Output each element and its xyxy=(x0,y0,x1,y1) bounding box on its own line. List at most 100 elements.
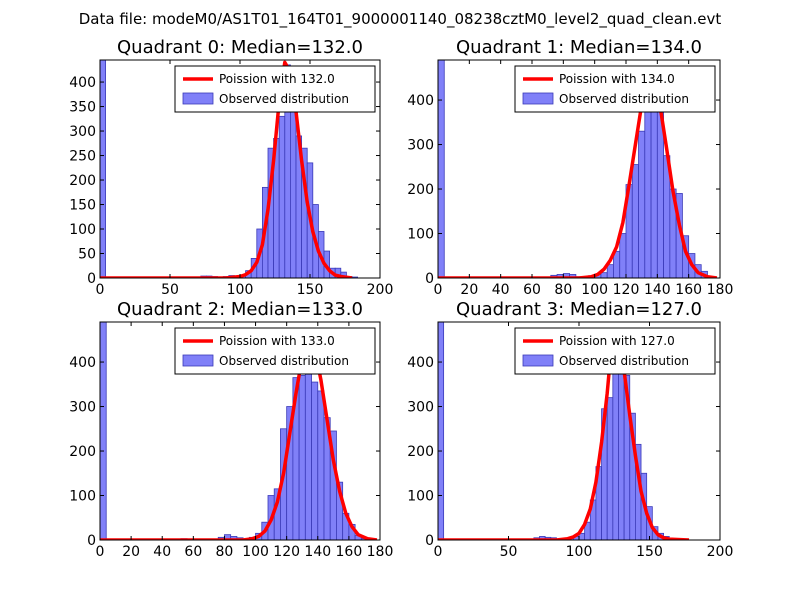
y-tick-label: 200 xyxy=(69,444,96,460)
y-tick-label: 300 xyxy=(69,400,96,416)
histogram-bar xyxy=(618,361,625,540)
x-tick-label: 0 xyxy=(434,544,443,560)
x-tick-label: 100 xyxy=(581,282,608,298)
y-tick-label: 400 xyxy=(69,75,96,91)
quadrant-3-title: Quadrant 3: Median=127.0 xyxy=(456,299,702,320)
quadrant-3-legend: Poission with 127.0 Observed distribution xyxy=(514,327,716,375)
y-tick-label: 300 xyxy=(407,400,434,416)
quadrant-0-title: Quadrant 0: Median=132.0 xyxy=(117,37,363,58)
x-tick-label: 150 xyxy=(297,282,324,298)
legend-bar-swatch xyxy=(182,92,214,105)
quadrant-1-title: Quadrant 1: Median=134.0 xyxy=(456,37,702,58)
x-tick-label: 140 xyxy=(304,544,331,560)
quadrant-1-legend: Poission with 134.0 Observed distribution xyxy=(514,65,716,113)
x-tick-label: 100 xyxy=(242,544,269,560)
histogram-bar xyxy=(606,397,614,540)
x-tick-label: 40 xyxy=(492,282,510,298)
histogram-bar xyxy=(311,381,319,540)
y-tick-label: 200 xyxy=(69,173,96,189)
y-tick-label: 0 xyxy=(425,533,434,549)
x-tick-label: 100 xyxy=(566,544,593,560)
x-tick-label: 0 xyxy=(96,282,105,298)
histogram-bar xyxy=(638,130,646,278)
x-tick-label: 80 xyxy=(554,282,572,298)
x-tick-label: 200 xyxy=(367,282,394,298)
x-tick-label: 0 xyxy=(434,282,443,298)
quadrant-2-legend: Poission with 133.0 Observed distribution xyxy=(174,327,376,375)
x-tick-label: 200 xyxy=(707,544,734,560)
x-tick-label: 160 xyxy=(336,544,363,560)
x-tick-label: 0 xyxy=(96,544,105,560)
x-tick-label: 180 xyxy=(367,544,394,560)
legend-label-poisson: Poission with 132.0 xyxy=(219,72,335,86)
x-tick-label: 20 xyxy=(460,282,478,298)
legend-bar-swatch xyxy=(522,354,554,367)
x-tick-label: 40 xyxy=(153,544,171,560)
histogram-bar xyxy=(438,60,445,278)
x-tick-label: 160 xyxy=(675,282,702,298)
histogram-bar xyxy=(619,233,627,278)
x-tick-label: 20 xyxy=(122,544,140,560)
y-tick-label: 200 xyxy=(407,182,434,198)
y-tick-label: 100 xyxy=(69,489,96,505)
quadrant-0-panel: Quadrant 0: Median=132.0 0 50 100 150 200 0 50 1… xyxy=(69,37,393,298)
x-tick-label: 50 xyxy=(500,544,518,560)
y-tick-label: 0 xyxy=(87,271,96,287)
figure-suptitle: Data file: modeM0/AS1T01_164T01_90000011… xyxy=(79,10,722,29)
x-tick-label: 100 xyxy=(227,282,254,298)
legend-label-poisson: Poission with 134.0 xyxy=(559,72,675,86)
x-tick-label: 180 xyxy=(707,282,734,298)
y-tick-label: 0 xyxy=(425,271,434,287)
histogram-bar xyxy=(569,274,577,278)
histogram-bar xyxy=(438,322,445,540)
quadrant-3-panel: Quadrant 3: Median=127.0 0 50 100 150 200 0 100… xyxy=(407,299,733,560)
y-tick-label: 400 xyxy=(407,93,434,109)
histogram-bar xyxy=(606,264,614,278)
histogram-bar xyxy=(317,390,325,540)
y-tick-label: 300 xyxy=(407,138,434,154)
quadrant-2-panel: Quadrant 2: Median=133.00 20 40 60 80 100 120 1… xyxy=(69,299,393,560)
histogram-bar xyxy=(278,115,286,278)
y-tick-label: 150 xyxy=(69,198,96,214)
histogram-bar xyxy=(304,357,312,540)
y-tick-label: 400 xyxy=(407,355,434,371)
histogram-bar xyxy=(600,272,608,278)
y-tick-label: 100 xyxy=(407,489,434,505)
quadrant-1-axes-frame xyxy=(437,59,721,279)
legend-bar-swatch xyxy=(522,92,554,105)
y-tick-label: 100 xyxy=(69,222,96,238)
y-tick-label: 250 xyxy=(69,149,96,165)
histogram-bar xyxy=(631,164,639,278)
y-tick-label: 400 xyxy=(69,355,96,371)
legend-label-observed: Observed distribution xyxy=(559,354,689,368)
quadrant-2-axes-frame xyxy=(99,321,381,541)
x-tick-label: 120 xyxy=(613,282,640,298)
legend-label-poisson: Poission with 133.0 xyxy=(219,334,335,348)
legend-label-observed: Observed distribution xyxy=(559,92,689,106)
histogram-bar xyxy=(612,348,619,540)
y-tick-label: 100 xyxy=(407,227,434,243)
legend-label-observed: Observed distribution xyxy=(219,92,349,106)
quadrant-2-title: Quadrant 2: Median=133.0 xyxy=(117,299,363,320)
y-tick-label: 350 xyxy=(69,100,96,116)
legend-label-poisson: Poission with 127.0 xyxy=(559,334,675,348)
legend-bar-swatch xyxy=(182,354,214,367)
legend-label-observed: Observed distribution xyxy=(219,354,349,368)
x-tick-label: 60 xyxy=(184,544,202,560)
x-tick-label: 150 xyxy=(636,544,663,560)
x-tick-label: 120 xyxy=(273,544,300,560)
y-tick-label: 200 xyxy=(407,444,434,460)
quadrant-0-legend: Poission with 132.0 Observed distribution xyxy=(174,65,376,113)
y-tick-label: 300 xyxy=(69,124,96,140)
histogram-bar xyxy=(100,322,107,540)
x-tick-label: 50 xyxy=(161,282,179,298)
x-tick-label: 140 xyxy=(644,282,671,298)
histogram-bar xyxy=(100,60,106,278)
x-tick-label: 60 xyxy=(523,282,541,298)
y-tick-label: 0 xyxy=(87,533,96,549)
x-tick-label: 80 xyxy=(216,544,234,560)
y-tick-label: 50 xyxy=(78,247,96,263)
quadrant-1-panel: Quadrant 1: Median=134.00 20 40 60 80 100 120 1… xyxy=(407,37,733,298)
histogram-bar xyxy=(298,374,306,540)
